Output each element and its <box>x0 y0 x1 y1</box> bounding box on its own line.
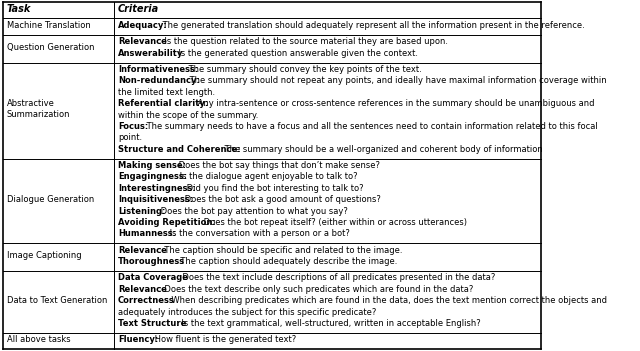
Text: Criteria: Criteria <box>118 4 159 14</box>
Text: Interestingness:: Interestingness: <box>118 184 196 193</box>
Text: : Is the question related to the source material they are based upon.: : Is the question related to the source … <box>159 37 449 46</box>
Text: Question Generation: Question Generation <box>6 43 94 52</box>
Text: Thoroughness: Thoroughness <box>118 257 185 266</box>
Text: The summary should not repeat any points, and ideally have maximal information c: The summary should not repeat any points… <box>188 77 607 85</box>
Text: Fluency:: Fluency: <box>118 336 158 344</box>
Text: Referential clarity:: Referential clarity: <box>118 99 208 108</box>
Text: Avoiding Repetition:: Avoiding Repetition: <box>118 218 216 227</box>
Text: How fluent is the generated text?: How fluent is the generated text? <box>152 336 296 344</box>
Text: Does the bot repeat itself? (either within or across utterances): Does the bot repeat itself? (either with… <box>201 218 467 227</box>
Text: Relevance: Relevance <box>118 37 167 46</box>
Text: Dialogue Generation: Dialogue Generation <box>6 195 94 204</box>
Text: Relevance: Relevance <box>118 246 167 255</box>
Text: Correctness: Correctness <box>118 296 175 305</box>
Text: Does the bot pay attention to what you say?: Does the bot pay attention to what you s… <box>158 207 348 216</box>
Text: Data Coverage: Data Coverage <box>118 273 188 283</box>
Text: : The caption should be specific and related to the image.: : The caption should be specific and rel… <box>159 246 403 255</box>
Text: : Is the text grammatical, well-structured, written in acceptable English?: : Is the text grammatical, well-structur… <box>176 319 481 328</box>
Text: Making sense:: Making sense: <box>118 161 186 170</box>
Text: the limited text length.: the limited text length. <box>118 88 215 97</box>
Text: Non-redundancy:: Non-redundancy: <box>118 77 200 85</box>
Text: Image Captioning: Image Captioning <box>6 251 81 260</box>
Text: Humanness:: Humanness: <box>118 230 176 238</box>
Text: Data to Text Generation: Data to Text Generation <box>6 296 107 305</box>
Text: adequately introduces the subject for this specific predicate?: adequately introduces the subject for th… <box>118 308 376 317</box>
Text: Does the bot say things that don’t make sense?: Does the bot say things that don’t make … <box>175 161 380 170</box>
Text: point.: point. <box>118 133 142 143</box>
Text: Listening:: Listening: <box>118 207 165 216</box>
Text: Is the dialogue agent enjoyable to talk to?: Is the dialogue agent enjoyable to talk … <box>177 172 357 181</box>
Text: : Does the text include descriptions of all predicates presented in the data?: : Does the text include descriptions of … <box>177 273 496 283</box>
Text: Does the bot ask a good amount of questions?: Does the bot ask a good amount of questi… <box>182 195 381 204</box>
Text: Informativeness:: Informativeness: <box>118 65 198 74</box>
Text: Any intra-sentence or cross-sentence references in the summary should be unambig: Any intra-sentence or cross-sentence ref… <box>195 99 594 108</box>
Text: Structure and Coherence:: Structure and Coherence: <box>118 145 241 154</box>
Text: Did you find the bot interesting to talk to?: Did you find the bot interesting to talk… <box>184 184 364 193</box>
Text: Machine Translation: Machine Translation <box>6 21 90 30</box>
Text: Answerability: Answerability <box>118 49 183 58</box>
Text: Is the conversation with a person or a bot?: Is the conversation with a person or a b… <box>167 230 350 238</box>
Text: The generated translation should adequately represent all the information presen: The generated translation should adequat… <box>160 21 585 30</box>
Text: Task: Task <box>6 4 31 14</box>
Text: Focus:: Focus: <box>118 122 148 131</box>
Text: : The caption should adequately describe the image.: : The caption should adequately describe… <box>175 257 397 266</box>
Text: Relevance: Relevance <box>118 285 167 294</box>
Text: All above tasks: All above tasks <box>6 336 70 344</box>
Text: Inquisitiveness:: Inquisitiveness: <box>118 195 193 204</box>
Text: within the scope of the summary.: within the scope of the summary. <box>118 111 259 120</box>
Text: The summary needs to have a focus and all the sentences need to contain informat: The summary needs to have a focus and al… <box>143 122 597 131</box>
Text: Text Structure: Text Structure <box>118 319 186 328</box>
Text: Abstractive
Summarization: Abstractive Summarization <box>6 99 70 119</box>
Text: Engagingness:: Engagingness: <box>118 172 187 181</box>
Text: : Is the generated question answerable given the context.: : Is the generated question answerable g… <box>173 49 419 58</box>
Text: Adequacy:: Adequacy: <box>118 21 168 30</box>
Text: : When describing predicates which are found in the data, does the text mention : : When describing predicates which are f… <box>166 296 607 305</box>
Text: : Does the text describe only such predicates which are found in the data?: : Does the text describe only such predi… <box>159 285 474 294</box>
Text: The summary should convey the key points of the text.: The summary should convey the key points… <box>186 65 422 74</box>
Text: The summary should be a well-organized and coherent body of information: The summary should be a well-organized a… <box>222 145 543 154</box>
